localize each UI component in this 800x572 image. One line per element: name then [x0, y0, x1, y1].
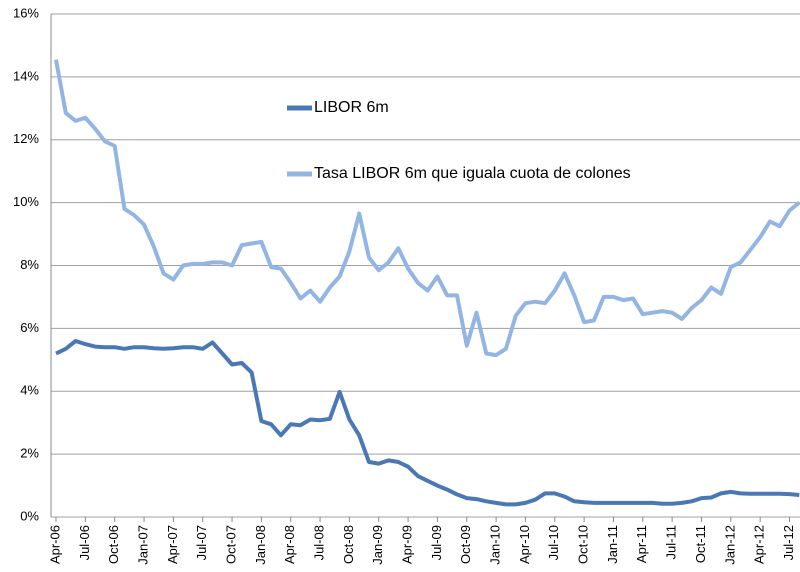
x-tick-label: Oct-10 — [576, 525, 591, 564]
x-tick-label: Apr-07 — [165, 525, 180, 564]
x-tick-label: Jan-09 — [370, 525, 385, 565]
y-tick-label: 0% — [20, 508, 39, 523]
x-tick-label: Oct-11 — [693, 525, 708, 563]
x-tick-label: Jan-08 — [253, 525, 268, 565]
x-tick-label: Apr-12 — [752, 525, 767, 564]
x-tick-label: Jul-06 — [77, 525, 92, 560]
y-tick-label: 12% — [13, 131, 39, 146]
x-tick-label: Jul-12 — [781, 525, 796, 560]
legend-label: Tasa LIBOR 6m que iguala cuota de colone… — [314, 165, 631, 182]
y-tick-label: 14% — [13, 68, 39, 83]
x-tick-label: Oct-07 — [223, 525, 238, 564]
x-tick-label: Oct-08 — [341, 525, 356, 564]
y-tick-label: 4% — [20, 383, 39, 398]
x-tick-label: Apr-09 — [400, 525, 415, 564]
x-tick-label: Jul-10 — [546, 525, 561, 560]
series-line — [54, 59, 800, 358]
y-tick-label: 16% — [13, 5, 39, 20]
x-tick-label: Jul-11 — [664, 525, 679, 559]
series-line — [55, 339, 800, 507]
x-tick-label: Apr-08 — [282, 525, 297, 564]
x-tick-label: Jul-09 — [429, 525, 444, 560]
y-tick-label: 6% — [20, 320, 39, 335]
y-tick-label: 8% — [20, 257, 39, 272]
x-tick-label: Oct-06 — [106, 525, 121, 564]
x-tick-label: Jan-07 — [135, 525, 150, 565]
x-tick-label: Jul-08 — [311, 525, 326, 560]
y-tick-label: 10% — [13, 194, 39, 209]
x-tick-label: Jul-07 — [194, 525, 209, 560]
x-tick-label: Jan-12 — [722, 525, 737, 565]
x-tick-label: Jan-11 — [605, 525, 620, 564]
x-tick-label: Oct-09 — [458, 525, 473, 564]
x-tick-label: Apr-06 — [47, 525, 62, 564]
legend-label: LIBOR 6m — [314, 99, 389, 116]
y-tick-label: 2% — [20, 446, 39, 461]
x-tick-label: Apr-10 — [517, 525, 532, 564]
x-tick-label: Jan-10 — [488, 525, 503, 565]
x-tick-label: Apr-11 — [634, 525, 649, 563]
